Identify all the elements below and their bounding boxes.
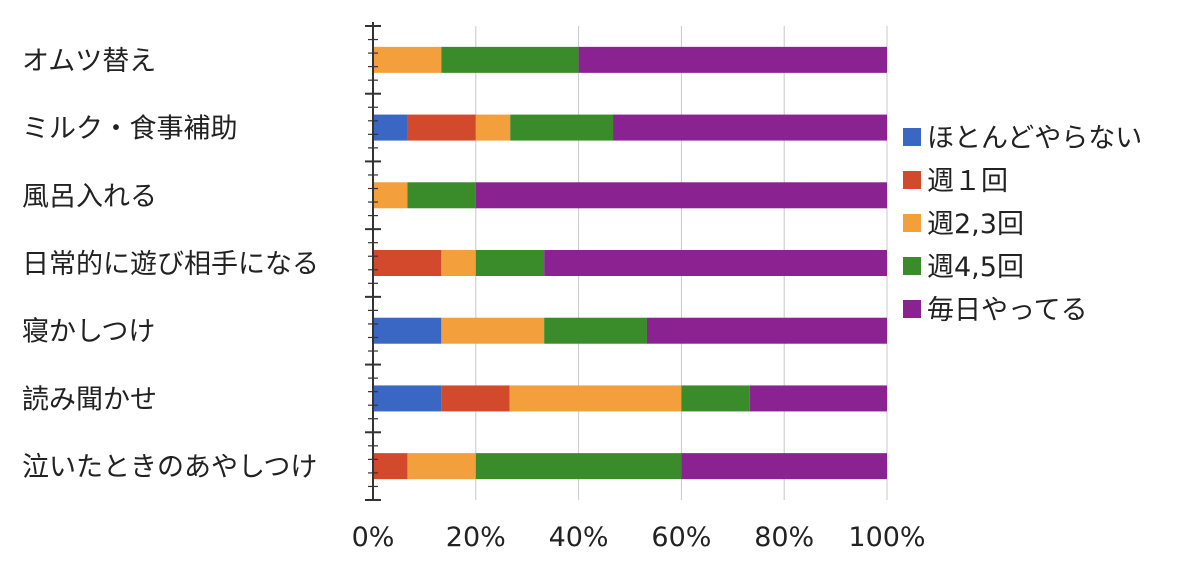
legend-label: 週2,3回	[927, 209, 1024, 240]
bar-segment-0-4	[578, 46, 887, 73]
bar-segment-3-2	[441, 250, 476, 276]
bar-segment-6-2	[407, 453, 476, 480]
category-label: 寝かしつけ	[22, 317, 155, 348]
category-label: オムツ替え	[22, 46, 156, 77]
bar-segment-2-2	[373, 182, 408, 209]
x-tick-label: 0%	[352, 522, 395, 553]
bar-segment-5-2	[509, 385, 682, 412]
bar-segment-4-4	[646, 317, 887, 344]
bar-segment-5-4	[749, 385, 887, 412]
legend-swatch	[903, 214, 921, 232]
x-tick-label: 80%	[754, 522, 814, 553]
bar-segment-1-3	[510, 114, 614, 141]
bar-segment-6-4	[681, 453, 887, 480]
bar-segment-1-1	[407, 114, 476, 141]
bar-segment-1-0	[373, 114, 408, 141]
bar-segment-3-1	[373, 250, 442, 276]
legend-label: 週4,5回	[927, 252, 1024, 283]
bar-segment-5-1	[441, 385, 510, 412]
bar-segment-6-1	[373, 453, 408, 480]
legend-swatch	[903, 128, 921, 146]
bar-segment-3-3	[475, 250, 545, 276]
x-tick-labels: 0% 20% 40% 60% 80% 100%	[352, 522, 926, 553]
bar-segment-4-2	[441, 317, 545, 344]
y-axis	[365, 22, 381, 501]
legend-label: 週１回	[927, 166, 1008, 197]
category-label: 泣いたときのあやしつけ	[22, 452, 317, 483]
x-tick-label: 40%	[549, 522, 609, 553]
bar-segment-5-3	[681, 385, 750, 412]
bar-segment-5-0	[373, 385, 442, 412]
legend-swatch	[903, 257, 921, 275]
bar-segment-1-2	[475, 114, 511, 141]
category-label: 風呂入れる	[22, 181, 157, 212]
bar-segment-2-3	[407, 182, 476, 209]
category-label: 日常的に遊び相手になる	[22, 249, 319, 280]
x-tick-label: 100%	[848, 522, 925, 553]
bar-segment-4-0	[373, 317, 442, 344]
x-tick-label: 60%	[651, 522, 711, 553]
category-label: 読み聞かせ	[22, 384, 157, 415]
category-labels: オムツ替えミルク・食事補助風呂入れる日常的に遊び相手になる寝かしつけ読み聞かせ泣…	[22, 46, 319, 483]
bar-segment-3-4	[544, 250, 887, 276]
bar-segment-6-3	[475, 453, 682, 480]
bar-segment-1-4	[613, 114, 887, 141]
category-label: ミルク・食事補助	[22, 114, 237, 145]
bar-segment-4-3	[544, 317, 647, 344]
legend-label: 毎日やってる	[927, 295, 1088, 326]
bar-segment-0-3	[441, 46, 579, 73]
x-tick-label: 20%	[446, 522, 506, 553]
legend-swatch	[903, 171, 921, 189]
bar-segment-2-4	[475, 182, 887, 209]
legend-label: ほとんどやらない	[927, 123, 1142, 154]
legend-swatch	[903, 300, 921, 318]
bars	[373, 46, 887, 480]
bar-segment-0-2	[373, 46, 442, 73]
